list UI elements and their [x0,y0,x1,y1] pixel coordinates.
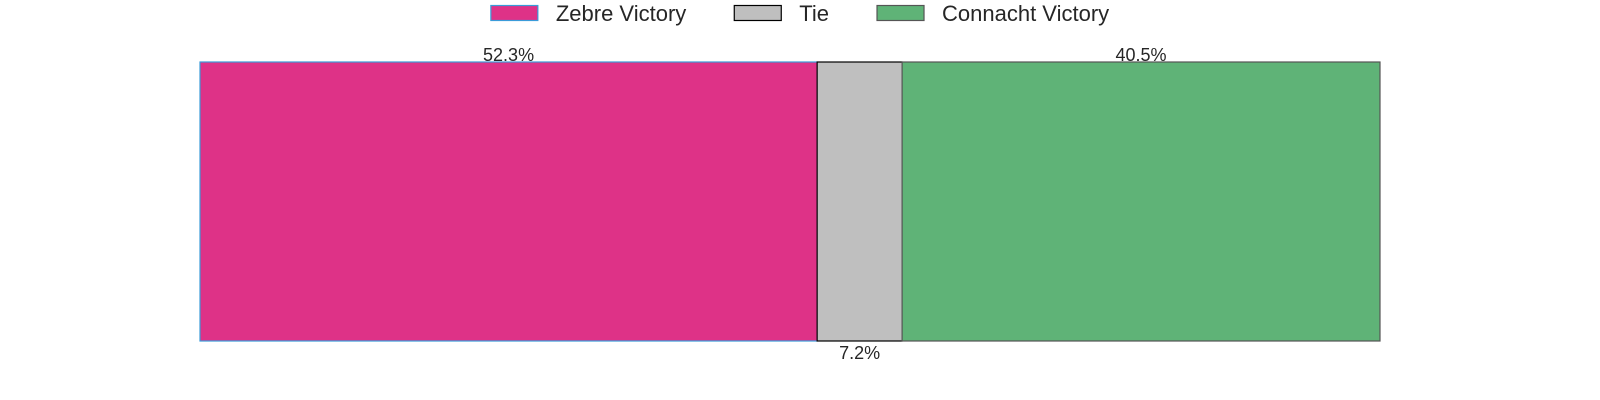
legend-swatch-zebre-victory [490,4,539,22]
data-label-connacht-victory: 40.5% [1116,45,1167,65]
bar-segment-connacht-victory [901,61,1381,342]
data-labels: 52.3% 7.2% 40.5% [483,45,1167,363]
legend: Zebre Victory Tie Connacht Victory [490,1,1109,26]
data-label-zebre-victory: 52.3% [483,45,534,65]
legend-swatch-tie [733,4,782,22]
legend-label-connacht-victory: Connacht Victory [942,1,1109,26]
bar-segments [199,61,1381,342]
legend-label-tie: Tie [799,1,829,26]
legend-label-zebre-victory: Zebre Victory [556,1,686,26]
bar-segment-zebre-victory [199,61,818,342]
data-label-tie: 7.2% [839,343,880,363]
bar-segment-tie [816,61,903,342]
legend-swatch-connacht-victory [876,4,925,22]
